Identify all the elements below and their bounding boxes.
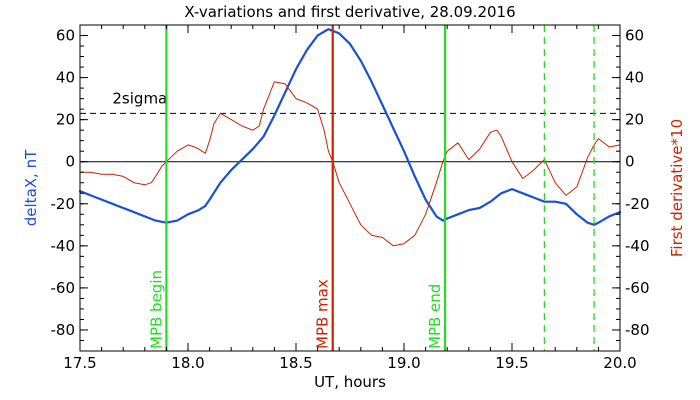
- x-tick-label: 18.5: [279, 354, 312, 372]
- x-axis-title: UT, hours: [314, 373, 386, 391]
- y-tick-label-left: -80: [51, 321, 76, 339]
- y-tick-label-left: 20: [56, 111, 75, 129]
- y-axis-left-title: deltaX, nT: [22, 149, 40, 226]
- y-tick-label-right: 60: [625, 27, 644, 45]
- vertical-marker-label-mpb-max: MPB max: [314, 279, 332, 349]
- vertical-marker-layer: MPB begin MPB max MPB end: [147, 25, 595, 351]
- series-layer: [78, 28, 622, 247]
- y-axis-right-title: First derivative*10: [668, 119, 686, 257]
- y-tick-label-left: 40: [56, 69, 75, 87]
- y-tick-label-left: 60: [56, 27, 75, 45]
- y-tick-label-left: 0: [65, 153, 75, 171]
- y-tick-label-right: -40: [625, 237, 650, 255]
- vertical-marker-label-mpb-end: MPB end: [426, 284, 444, 349]
- x-tick-label: 19.0: [387, 354, 420, 372]
- reference-line-label-threshold: 2sigma: [112, 89, 167, 107]
- y-tick-label-right: 20: [625, 111, 644, 129]
- y-tick-label-right: -80: [625, 321, 650, 339]
- series-line-derivative: [79, 81, 621, 247]
- x-tick-label: 17.5: [63, 354, 96, 372]
- y-tick-label-right: -20: [625, 195, 650, 213]
- y-tick-label-left: -20: [51, 195, 76, 213]
- y-tick-label-right: 40: [625, 69, 644, 87]
- axes-layer: 17.5 18.0 18.5 19.0 19.5 20.0 60 60 40 40 20 20 0 0 -2…: [51, 24, 650, 372]
- x-tick-label: 19.5: [495, 354, 528, 372]
- y-tick-label-left: -60: [51, 279, 76, 297]
- reference-line-layer: 2sigma: [80, 89, 620, 163]
- y-tick-label-right: -60: [625, 279, 650, 297]
- y-tick-label-right: 0: [625, 153, 635, 171]
- chart-title: X-variations and first derivative, 28.09…: [184, 3, 515, 21]
- plot-frame: [79, 24, 621, 352]
- y-tick-label-left: -40: [51, 237, 76, 255]
- x-tick-label: 18.0: [171, 354, 204, 372]
- series-line-deltaX: [78, 28, 622, 226]
- x-tick-label: 20.0: [603, 354, 636, 372]
- vertical-marker-label-mpb-begin: MPB begin: [147, 270, 165, 349]
